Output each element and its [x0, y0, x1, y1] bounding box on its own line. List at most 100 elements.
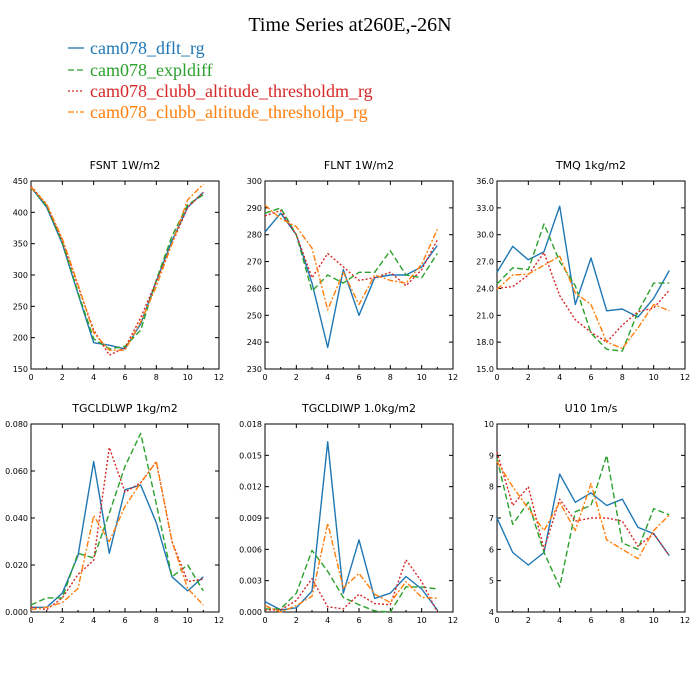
x-tick-label: 2 — [526, 373, 531, 382]
chart-panel: FSNT 1W/m2 0 2 4 6 8 10 12 150 200 250 300 350 400 450 — [13, 159, 224, 382]
panels: FSNT 1W/m20 2 4 6 8 10 12150200250300350400450… — [5, 159, 690, 625]
y-tick-label: 15.0 — [476, 365, 494, 374]
chart-panel: FLNT 1W/m2 0 2 4 6 8 10 12 230 240 250 260 270 280 290… — [247, 159, 458, 382]
x-tick-label: 2 — [294, 373, 299, 382]
x-tick-label: 8 — [620, 373, 625, 382]
x-tick-label: 2 — [526, 616, 531, 625]
y-tick-label: 0.006 — [239, 545, 262, 554]
x-tick-label: 6 — [356, 373, 361, 382]
panel-title: FLNT 1W/m2 — [324, 159, 394, 172]
plot-frame — [264, 423, 454, 613]
y-tick-label: 150 — [13, 365, 28, 374]
x-tick-label: 0 — [28, 373, 33, 382]
y-tick-label: 21.0 — [476, 311, 494, 320]
x-tick-label: 4 — [91, 373, 96, 382]
x-tick-label: 2 — [294, 616, 299, 625]
y-tick-label: 0.015 — [239, 451, 262, 460]
x-tick-label: 8 — [388, 373, 393, 382]
y-tick-label: 270 — [247, 258, 262, 267]
legend-entry: cam078_clubb_altitude_thresholdm_rg — [68, 81, 373, 101]
y-tick-label: 18.0 — [476, 338, 494, 347]
y-tick-label: 450 — [13, 177, 28, 186]
y-tick-label: 0.040 — [5, 514, 28, 523]
plot-frame — [264, 180, 454, 370]
y-tick-label: 200 — [13, 334, 28, 343]
y-tick-label: 240 — [247, 338, 262, 347]
series-line — [265, 559, 438, 613]
series-line — [496, 223, 670, 352]
panel-title: TMQ 1kg/m2 — [555, 159, 626, 172]
y-tick-label: 260 — [247, 284, 262, 293]
panel-title: FSNT 1W/m2 — [90, 159, 161, 172]
legend-entry: cam078_clubb_altitude_thresholdp_rg — [68, 102, 368, 122]
series-line — [30, 432, 204, 606]
figure-title: Time Series at260E,-26N — [248, 14, 451, 36]
x-tick-label: 8 — [154, 373, 159, 382]
legend-label-0: cam078_dflt_rg — [90, 38, 205, 58]
plot-frame — [30, 180, 220, 370]
x-tick-label: 10 — [649, 616, 659, 625]
legend-label-2: cam078_clubb_altitude_thresholdm_rg — [90, 81, 373, 101]
x-tick-label: 6 — [588, 373, 593, 382]
x-tick-label: 10 — [649, 373, 659, 382]
x-tick-label: 0 — [262, 616, 267, 625]
y-tick-label: 250 — [13, 302, 28, 311]
series-line — [30, 186, 204, 350]
y-tick-label: 0.080 — [5, 420, 28, 429]
y-tick-label: 0.020 — [5, 561, 28, 570]
x-tick-label: 12 — [680, 373, 690, 382]
y-tick-label: 7 — [489, 514, 494, 523]
y-tick-label: 280 — [247, 231, 262, 240]
chart-panel: TMQ 1kg/m2 0 2 4 6 8 10 12 15.0 18.0 21.0 24.0 27.0 3… — [476, 159, 690, 382]
y-tick-label: 30.0 — [476, 231, 494, 240]
x-tick-label: 0 — [494, 616, 499, 625]
legend-label-1: cam078_expldiff — [90, 60, 213, 80]
series-line — [496, 251, 670, 343]
series-line — [496, 205, 670, 318]
y-tick-label: 250 — [247, 311, 262, 320]
y-tick-label: 36.0 — [476, 177, 494, 186]
x-tick-label: 12 — [214, 616, 224, 625]
legend-entry: cam078_dflt_rg — [68, 38, 205, 58]
x-tick-label: 10 — [417, 616, 427, 625]
y-tick-label: 300 — [247, 177, 262, 186]
y-tick-label: 300 — [13, 271, 28, 280]
series-line — [30, 185, 204, 356]
x-tick-label: 12 — [680, 616, 690, 625]
series-line — [264, 441, 438, 611]
y-tick-label: 290 — [247, 204, 262, 213]
x-tick-label: 10 — [417, 373, 427, 382]
y-tick-label: 5 — [489, 577, 494, 586]
x-tick-label: 4 — [91, 616, 96, 625]
y-tick-label: 0.012 — [239, 483, 262, 492]
plot-frame — [496, 423, 686, 613]
series-line — [30, 446, 204, 611]
plot-frame — [496, 180, 686, 370]
x-tick-label: 12 — [448, 373, 458, 382]
x-tick-label: 2 — [60, 373, 65, 382]
x-tick-label: 4 — [325, 373, 330, 382]
x-tick-label: 2 — [60, 616, 65, 625]
series-line — [496, 452, 670, 557]
series-line — [31, 460, 204, 608]
legend-label-3: cam078_clubb_altitude_thresholdp_rg — [90, 102, 368, 122]
y-tick-label: 27.0 — [476, 258, 494, 267]
series-line — [264, 209, 438, 287]
y-tick-label: 10 — [484, 420, 494, 429]
x-tick-label: 4 — [557, 616, 562, 625]
x-tick-label: 6 — [122, 373, 127, 382]
panel-title: U10 1m/s — [565, 402, 618, 415]
x-tick-label: 12 — [448, 616, 458, 625]
panel-title: TGCLDIWP 1.0kg/m2 — [301, 402, 416, 415]
y-tick-label: 230 — [247, 365, 262, 374]
y-tick-label: 4 — [489, 608, 494, 617]
series-line — [496, 473, 670, 566]
x-tick-label: 10 — [183, 616, 193, 625]
series-line — [496, 255, 670, 350]
x-tick-label: 8 — [388, 616, 393, 625]
x-tick-label: 8 — [154, 616, 159, 625]
chart-panel: TGCLDIWP 1.0kg/m2 0 2 4 6 8 10 12 0.000 0.003 0.00… — [239, 402, 458, 625]
x-tick-label: 6 — [122, 616, 127, 625]
y-tick-label: 0.009 — [239, 514, 262, 523]
